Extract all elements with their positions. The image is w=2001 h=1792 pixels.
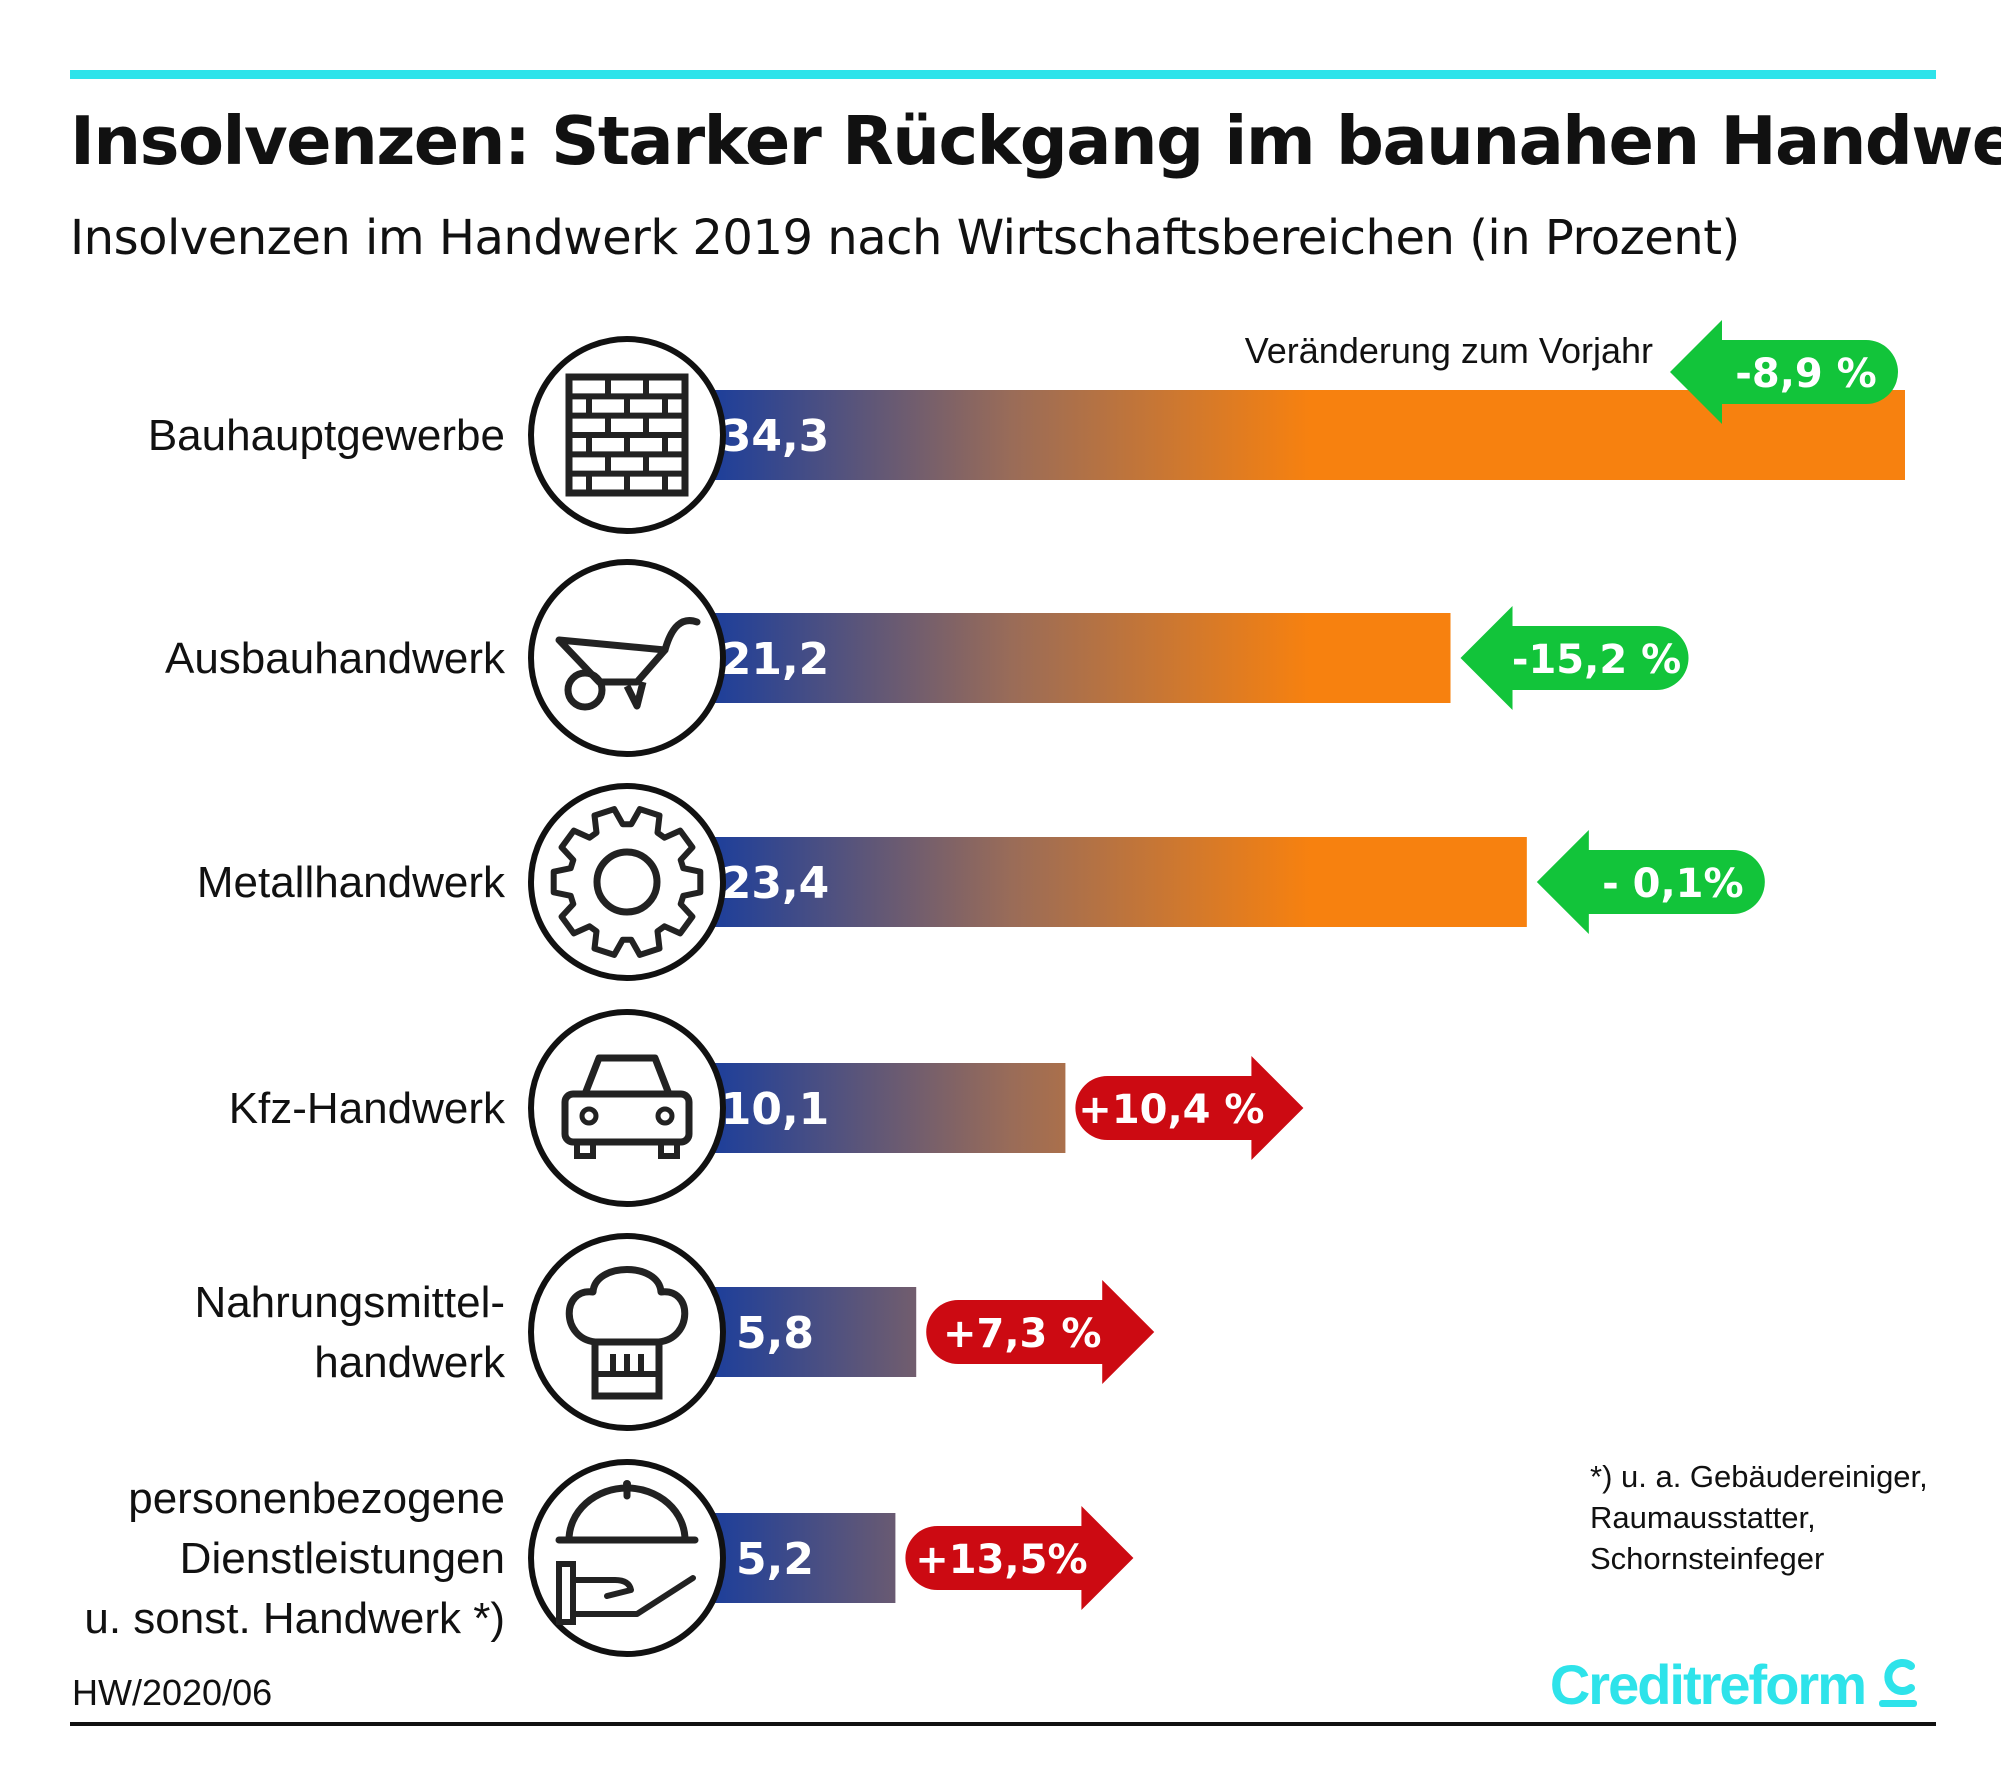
bar-value-label: 10,1 [721,1084,830,1135]
chart-subtitle: Insolvenzen im Handwerk 2019 nach Wirtsc… [70,210,1740,266]
footnote: *) u. a. Gebäudereiniger, Raumausstatter… [1590,1456,1990,1579]
source-code: HW/2020/06 [72,1672,273,1713]
change-arrow-shape [1460,606,1689,710]
chart-title: Insolvenzen: Starker Rückgang im baunahe… [70,102,2001,180]
change-label: -8,9 % [1735,351,1876,397]
brand-logo: Creditreform [1550,1652,1921,1717]
serving-hand-icon [555,1480,699,1625]
bar [715,613,1451,703]
bar-value-label: 5,2 [736,1534,814,1585]
footnote-line: Schornsteinfeger [1590,1541,1825,1576]
change-label: +7,3 % [943,1311,1101,1357]
change-arrow-shape [1075,1056,1304,1160]
category-label: personenbezogene [128,1474,505,1523]
bottom-rule [70,1722,1936,1726]
icon-circle [528,559,726,757]
change-label: +10,4 % [1078,1087,1264,1133]
change-badge-increase: +13,5% [905,1506,1134,1610]
change-label: -15,2 % [1512,637,1681,683]
category-label: Bauhauptgewerbe [148,411,505,460]
category-label: Nahrungsmittel- [194,1278,505,1327]
change-arrow-shape [1536,830,1765,934]
car-icon [561,1054,693,1159]
bar-value-label: 34,3 [721,411,830,462]
change-badge-decrease: -8,9 % [1670,320,1898,424]
bar-value-label: 23,4 [721,858,830,909]
category-label: Metallhandwerk [197,858,506,907]
chef-hat-icon [565,1266,689,1400]
top-accent-rule [70,70,1936,79]
footnote-line: *) u. a. Gebäudereiniger, [1590,1459,1928,1494]
change-label: +13,5% [915,1537,1087,1583]
icon-circle [528,1009,726,1207]
bar [715,1063,1066,1153]
gear-icon [550,806,704,958]
wheelbarrow-icon [555,617,701,711]
change-badge-increase: +7,3 % [926,1280,1155,1384]
change-label: - 0,1% [1602,861,1743,907]
category-label: Dienstleistungen [180,1534,505,1583]
category-label: Kfz-Handwerk [229,1084,506,1133]
brand-name: Creditreform [1549,1653,1867,1716]
change-arrow-shape [1670,320,1898,424]
change-arrow-shape [926,1280,1155,1384]
icon-circle [528,783,726,981]
category-label: Ausbauhandwerk [165,634,506,683]
change-badge-increase: +10,4 % [1075,1056,1304,1160]
category-label: handwerk [314,1338,506,1387]
change-arrow-shape [905,1506,1134,1610]
bar [715,837,1527,927]
bar [715,1513,896,1603]
change-badge-decrease: - 0,1% [1536,830,1765,934]
bar-value-label: 21,2 [721,634,830,685]
icon-circle [528,1233,726,1431]
change-badge-decrease: -15,2 % [1460,606,1689,710]
brick-wall-icon [565,373,689,497]
bar-value-label: 5,8 [736,1308,814,1359]
bar [715,1287,917,1377]
brand-mark-icon [1879,1659,1917,1707]
change-legend-label: Veränderung zum Vorjahr [1244,330,1653,371]
category-label: u. sonst. Handwerk *) [84,1594,505,1643]
footnote-line: Raumausstatter, [1590,1500,1816,1535]
